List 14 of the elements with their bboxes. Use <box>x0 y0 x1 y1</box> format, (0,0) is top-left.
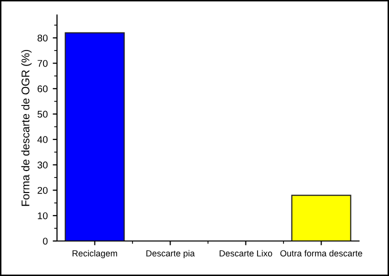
y-axis-title: Forma de descarte de OGR (%) <box>21 50 32 206</box>
x-tick-label: Descarte Lixo <box>220 250 272 256</box>
x-tick-label: Descarte pia <box>146 250 195 258</box>
y-tick-label: 10 <box>38 212 48 220</box>
y-tick-label: 30 <box>38 162 48 168</box>
x-tick-label: Reciclagem <box>72 250 118 258</box>
y-tick-label: 0 <box>42 238 48 245</box>
y-tick-label: 60 <box>38 85 48 92</box>
y-tick-label: 20 <box>38 186 48 194</box>
y-tick-label: 40 <box>37 136 48 144</box>
y-tick-label: 70 <box>38 60 48 67</box>
x-tick-label: Outra forma descarte <box>280 250 362 256</box>
y-tick-label: 80 <box>38 34 48 42</box>
y-tick-label: 50 <box>38 110 48 118</box>
